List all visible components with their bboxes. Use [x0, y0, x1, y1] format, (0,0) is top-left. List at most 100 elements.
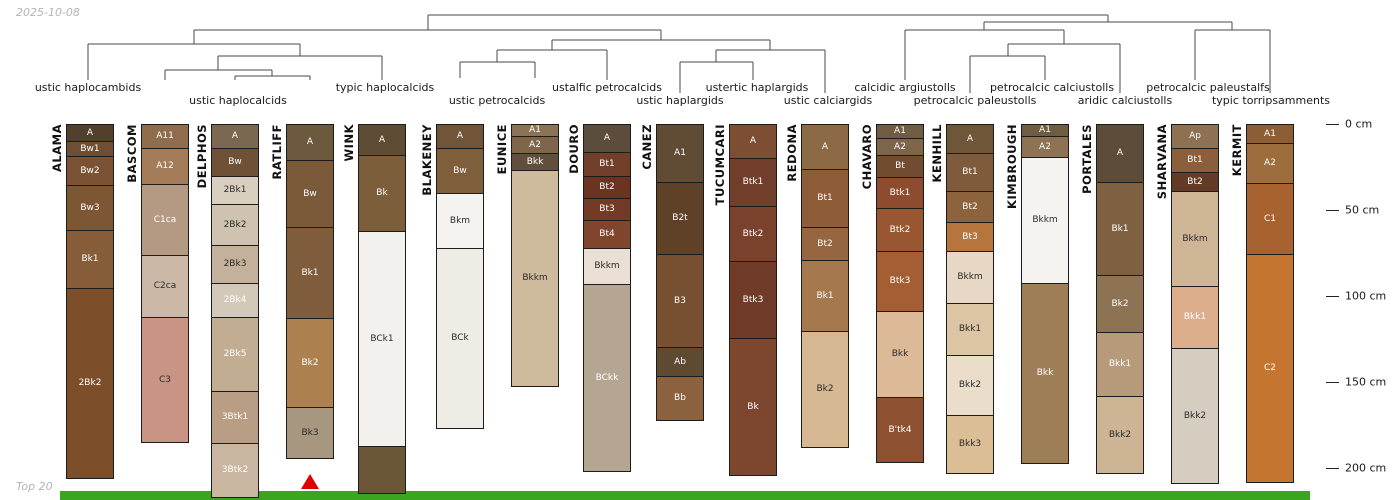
soil-horizon: 2Bk4	[212, 284, 258, 318]
soil-horizon: Btk2	[730, 207, 776, 262]
soil-horizon: 2Bk3	[212, 246, 258, 284]
taxonomy-group-label: ustalfic petrocalcids	[551, 81, 663, 94]
horizon-label: C2ca	[153, 281, 177, 291]
taxonomy-group-label: petrocalcic calciustolls	[989, 81, 1115, 94]
soil-horizon: Ap	[1172, 125, 1218, 149]
soil-horizon: A	[1097, 125, 1143, 183]
horizon-label: A1	[674, 148, 686, 158]
soil-horizon: Btk3	[730, 262, 776, 339]
soil-horizon: Bk2	[802, 332, 848, 447]
soil-horizon: A	[947, 125, 993, 154]
soil-column: A1 A2 C1 C2	[1246, 124, 1294, 483]
horizon-label: 2Bk4	[223, 295, 247, 305]
soil-horizon: Bkk1	[1172, 287, 1218, 349]
soil-horizon: Btk2	[877, 209, 923, 252]
horizon-label: A1	[1039, 125, 1051, 135]
horizon-label: Bw	[303, 188, 317, 199]
taxonomy-group-label: ustic petrocalcids	[448, 94, 546, 107]
soil-horizon: C1ca	[142, 185, 188, 256]
horizon-label: Btk2	[889, 224, 911, 235]
horizon-label: 2Bk3	[223, 259, 247, 269]
horizon-label: C3	[158, 374, 171, 385]
horizon-label: Bt1	[962, 167, 978, 177]
soil-horizon: A1	[512, 125, 558, 137]
taxonomy-group-label: calcidic argiustolls	[854, 81, 956, 94]
horizon-label: Bk3	[301, 427, 319, 438]
soil-horizon: C3	[142, 318, 188, 442]
horizon-label: Bt1	[817, 193, 833, 203]
soil-horizon: Bk	[359, 156, 405, 232]
series-name-label: KENHILL	[930, 124, 944, 183]
series-name-label: BLAKENEY	[420, 124, 434, 196]
soil-horizon: B'tk4	[877, 398, 923, 462]
soil-horizon: A2	[1022, 137, 1068, 158]
horizon-label: Bt2	[599, 182, 615, 192]
series-name-label: BASCOM	[125, 124, 139, 183]
horizon-label: C1ca	[153, 214, 177, 225]
horizon-label: Bkkm	[957, 272, 983, 282]
soil-horizon: Bkk2	[947, 356, 993, 416]
soil-horizon: Bkkm	[947, 252, 993, 304]
horizon-label: Bkkm	[1182, 233, 1208, 244]
marker-triangle-icon	[301, 473, 319, 489]
horizon-label: A	[749, 136, 757, 146]
soil-horizon: C1	[1247, 184, 1293, 255]
horizon-label: Bk	[376, 188, 388, 198]
soil-horizon: Btk3	[877, 252, 923, 312]
soil-horizon: Bb	[657, 377, 703, 420]
soil-horizon: Btk1	[877, 178, 923, 209]
horizon-label: A2	[529, 139, 541, 150]
horizon-label: A	[378, 134, 386, 145]
soil-horizon: 3Btk1	[212, 392, 258, 444]
soil-horizon: A12	[142, 149, 188, 185]
soil-horizon: A1	[1022, 125, 1068, 137]
soil-column: A Bt1 Bt2 Bk1 Bk2	[801, 124, 849, 448]
soil-horizon: Bt2	[802, 228, 848, 261]
soil-horizon: A	[359, 125, 405, 156]
soil-column: A1 B2t B3 Ab Bb	[656, 124, 704, 421]
soil-horizon: A	[437, 125, 483, 149]
horizon-label: C2	[1263, 363, 1276, 373]
depth-tick-label: 0 cm	[1345, 117, 1373, 131]
horizon-label: Bk2	[301, 357, 319, 368]
horizon-label: A12	[156, 161, 174, 171]
soil-horizon: Bk	[730, 339, 776, 475]
horizon-label: A2	[1264, 158, 1276, 168]
series-name-label: CANEZ	[640, 124, 654, 170]
series-name-label: KIMBROUGH	[1005, 124, 1019, 209]
soil-column: A1 A2 Bkk Bkkm	[511, 124, 559, 387]
depth-tick	[1326, 210, 1339, 211]
soil-horizon: Bkkm	[584, 249, 630, 285]
horizon-label: BCk1	[370, 333, 394, 344]
horizon-label: Ap	[1189, 131, 1201, 141]
soil-horizon: Bt4	[584, 221, 630, 249]
depth-tick	[1326, 382, 1339, 383]
horizon-label: Bk1	[1111, 223, 1129, 234]
horizon-label: Btk1	[889, 187, 911, 198]
soil-horizon: A	[212, 125, 258, 149]
horizon-label: A	[966, 133, 974, 144]
soil-horizon: Bk2	[1097, 276, 1143, 333]
soil-horizon: 2Bk2	[212, 205, 258, 246]
soil-column: Ap Bt1 Bt2 Bkkm Bkk1 Bkk2	[1171, 124, 1219, 484]
series-name-label: ALAMA	[50, 124, 64, 172]
soil-horizon: Bw	[212, 149, 258, 177]
horizon-label: Bkk1	[958, 324, 982, 334]
horizon-label: Bt1	[1187, 155, 1203, 165]
soil-horizon: Bt1	[1172, 149, 1218, 173]
horizon-label: 2Bk2	[223, 219, 247, 230]
depth-tick-label: 50 cm	[1345, 203, 1380, 217]
soil-horizon: A	[730, 125, 776, 159]
horizon-label: Btk1	[742, 177, 764, 187]
horizon-label: BCk	[451, 333, 469, 343]
soil-horizon: Bkm	[437, 194, 483, 249]
taxonomy-group-label: ustic haplocalcids	[189, 94, 287, 107]
soil-horizon: Bt	[877, 156, 923, 178]
horizon-label: Bw3	[80, 202, 100, 213]
taxonomy-group-label: aridic calciustolls	[1077, 94, 1173, 107]
soil-column: A11 A12 C1ca C2ca C3	[141, 124, 189, 443]
horizon-label: Btk3	[742, 294, 764, 305]
soil-horizon: Bkk	[1022, 284, 1068, 463]
horizon-label: Bk1	[816, 290, 834, 301]
horizon-label: Bk	[747, 401, 759, 412]
